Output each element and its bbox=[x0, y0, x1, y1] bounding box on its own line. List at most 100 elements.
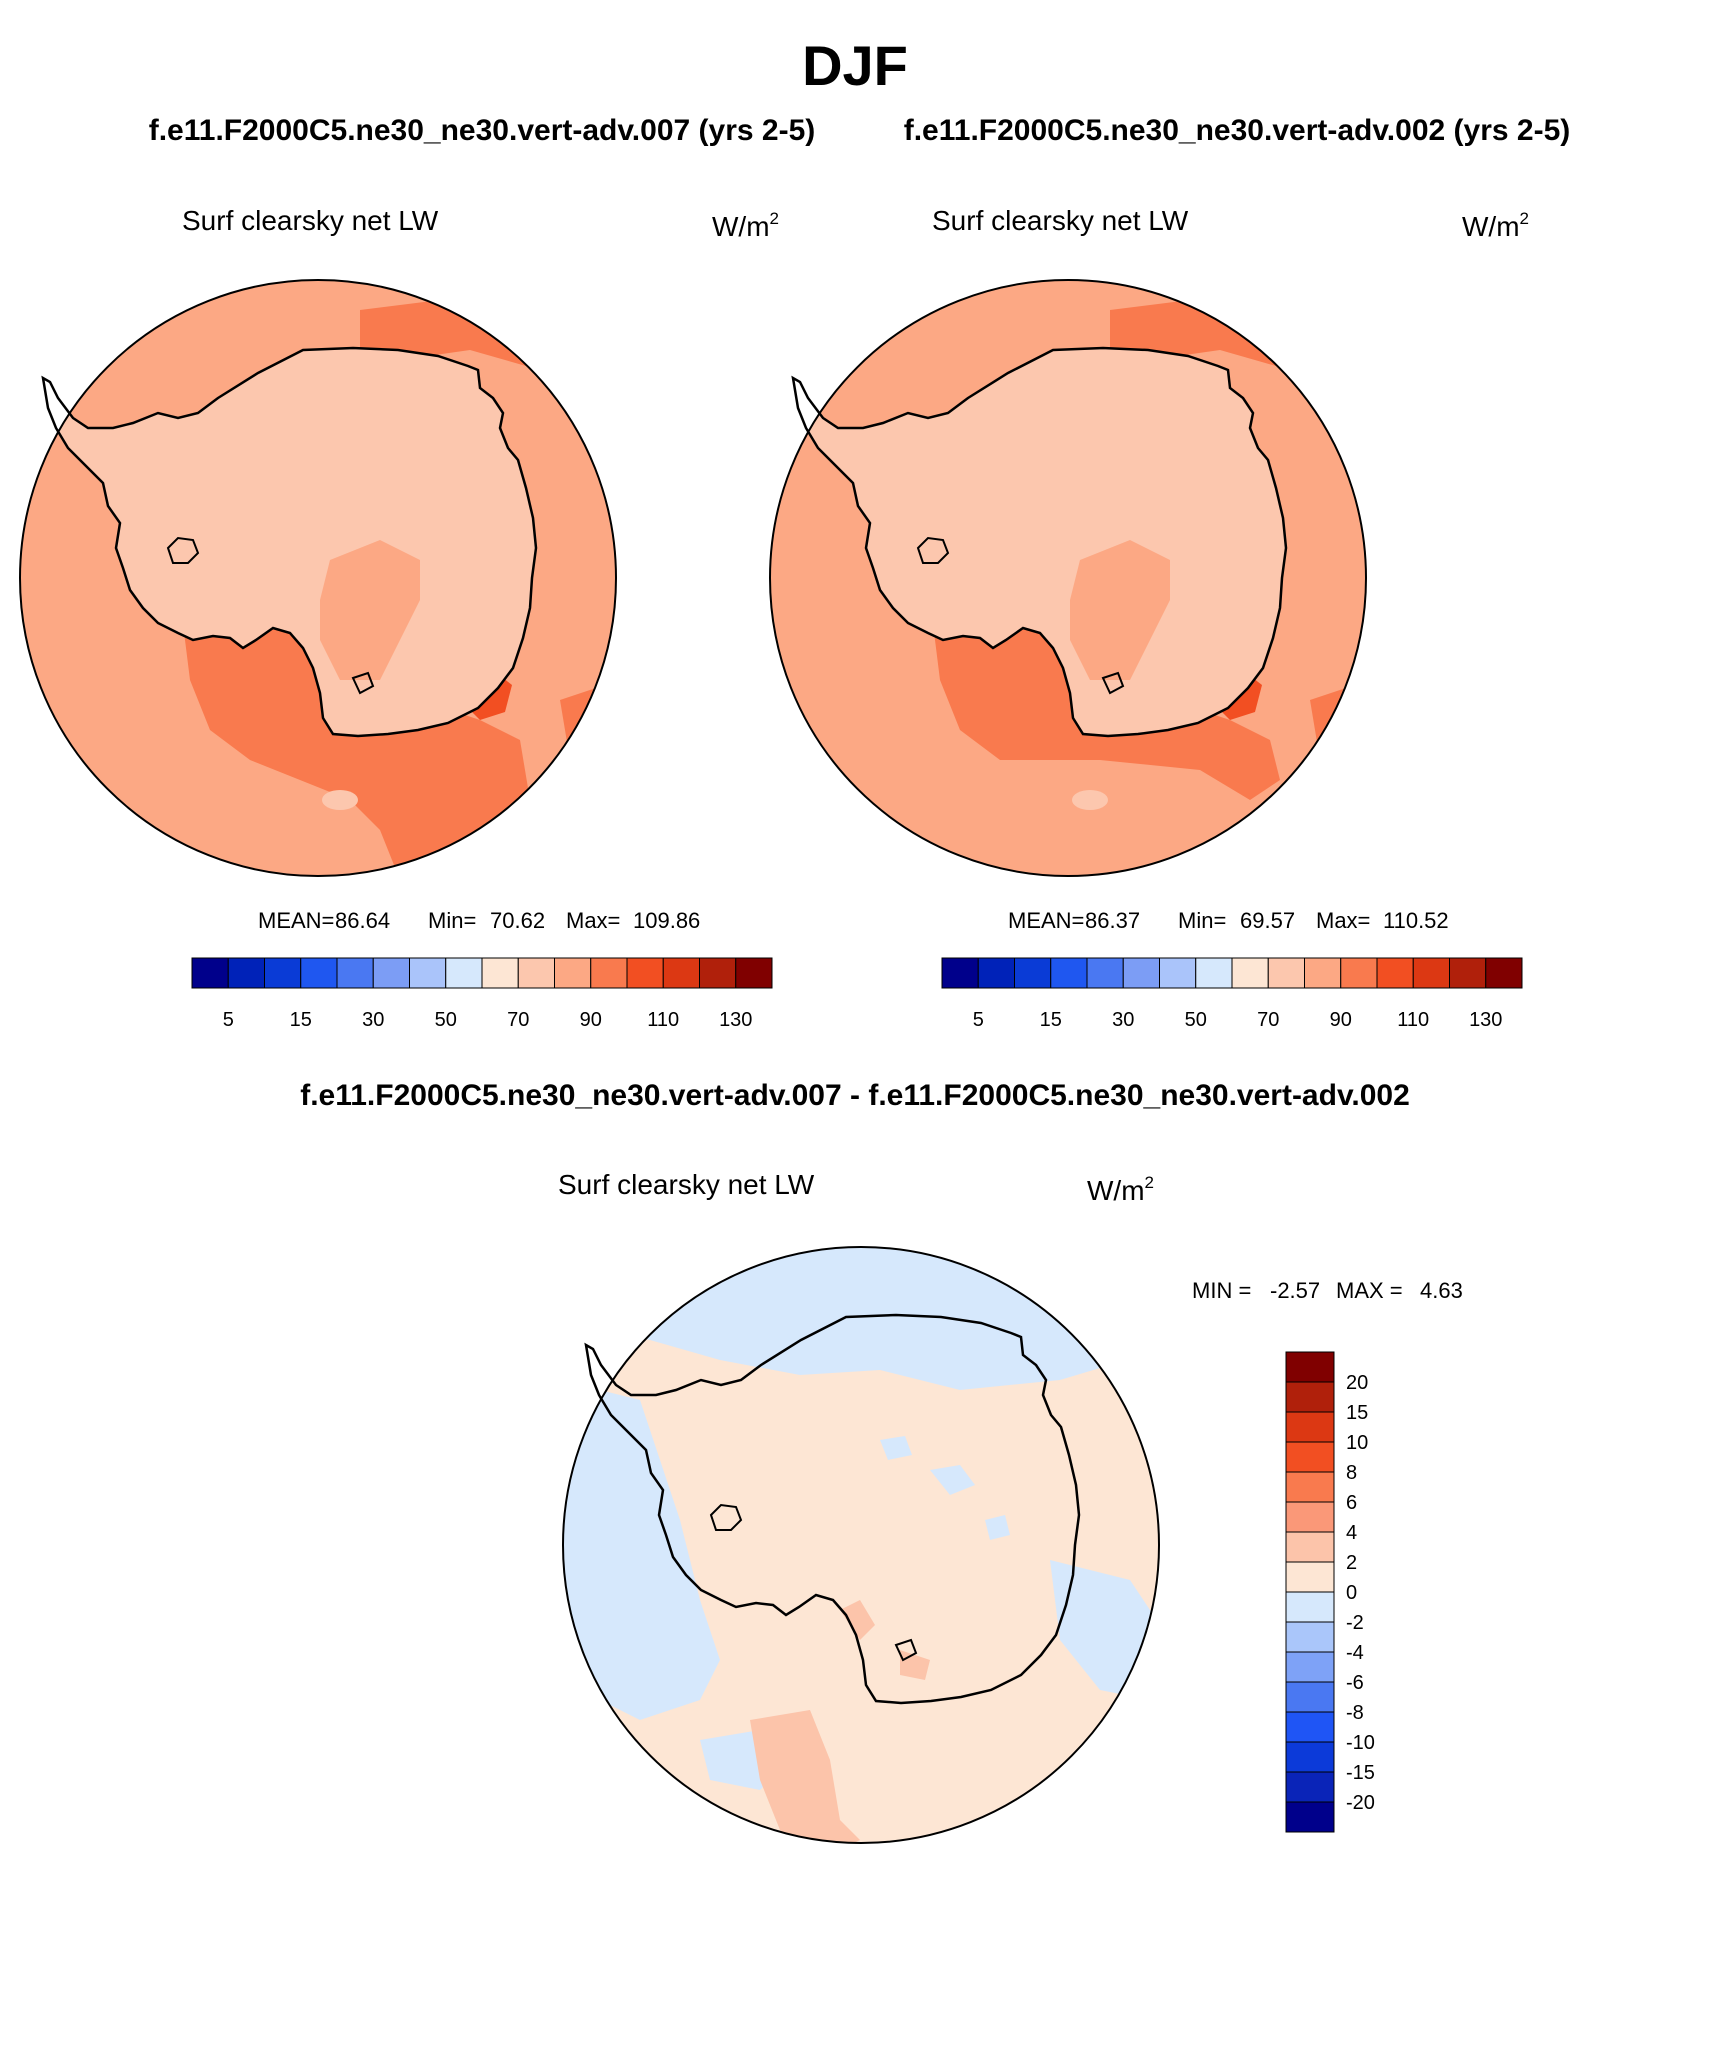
left-max-value: 109.86 bbox=[633, 908, 700, 933]
left-min-label: Min= bbox=[428, 908, 476, 933]
left-map-border bbox=[19, 279, 617, 877]
left-colorbar-tick-label: 70 bbox=[507, 1009, 529, 1031]
right-colorbar-box bbox=[1376, 957, 1414, 989]
right-colorbar-tick-label: 110 bbox=[1397, 1009, 1429, 1031]
diff-colorbar-tick-label: 6 bbox=[1346, 1492, 1357, 1514]
left-variable-label: Surf clearsky net LW bbox=[182, 205, 439, 236]
right-colorbar-tick-label: 50 bbox=[1185, 1009, 1207, 1031]
right-units-label: W/m2 bbox=[1462, 209, 1529, 242]
diff-colorbar-tick-label: 0 bbox=[1346, 1582, 1357, 1604]
diff-map-border bbox=[562, 1246, 1160, 1844]
diff-colorbar-tick-label: 4 bbox=[1346, 1522, 1357, 1544]
right-colorbar-box bbox=[1122, 957, 1160, 989]
left-colorbar-box bbox=[445, 957, 483, 989]
left-colorbar-box bbox=[517, 957, 555, 989]
diff-max-value: 4.63 bbox=[1420, 1278, 1463, 1303]
right-colorbar-box bbox=[1159, 957, 1197, 989]
diff-stats: MIN = -2.57 MAX = 4.63 bbox=[1192, 1278, 1463, 1303]
left-colorbar-tick-label: 5 bbox=[223, 1009, 234, 1031]
diff-colorbar-tick-label: 2 bbox=[1346, 1552, 1357, 1574]
right-colorbar-box bbox=[1412, 957, 1450, 989]
diff-colorbar-tick-label: -20 bbox=[1346, 1792, 1375, 1814]
right-colorbar-box bbox=[941, 957, 979, 989]
diff-colorbar-box bbox=[1285, 1351, 1335, 1383]
diff-polar-map bbox=[563, 1247, 1159, 1843]
diff-colorbar-tick-label: 20 bbox=[1346, 1372, 1368, 1394]
left-max-label: Max= bbox=[566, 908, 620, 933]
right-colorbar-box bbox=[1050, 957, 1088, 989]
left-colorbar-box bbox=[662, 957, 700, 989]
right-map-border bbox=[769, 279, 1367, 877]
right-colorbar-tick-label: 130 bbox=[1469, 1009, 1502, 1031]
diff-colorbar-tick-label: 15 bbox=[1346, 1402, 1368, 1424]
panel-left: Surf clearsky net LW W/m2 MEAN= 86.64 Mi… bbox=[19, 205, 779, 1031]
diff-min-value: -2.57 bbox=[1270, 1278, 1320, 1303]
diff-colorbar-tick-label: -15 bbox=[1346, 1762, 1375, 1784]
right-min-label: Min= bbox=[1178, 908, 1226, 933]
right-max-value: 110.52 bbox=[1383, 908, 1449, 933]
right-colorbar-box bbox=[1086, 957, 1124, 989]
right-colorbar-box bbox=[1449, 957, 1487, 989]
diff-colorbar-box bbox=[1285, 1711, 1335, 1743]
right-colorbar: 5 15 30 50 70 90 110 130 bbox=[941, 957, 1523, 1031]
diff-colorbar-tick-label: 10 bbox=[1346, 1432, 1368, 1454]
diff-colorbar-box bbox=[1285, 1471, 1335, 1503]
right-colorbar-tick-label: 30 bbox=[1112, 1009, 1134, 1031]
left-colorbar-tick-label: 50 bbox=[435, 1009, 457, 1031]
diff-units-label: W/m2 bbox=[1087, 1173, 1154, 1206]
right-colorbar-box bbox=[1231, 957, 1269, 989]
left-colorbar-tick-label: 90 bbox=[580, 1009, 602, 1031]
diff-colorbar-tick-label: -4 bbox=[1346, 1642, 1364, 1664]
right-colorbar-tick-label: 90 bbox=[1330, 1009, 1352, 1031]
left-colorbar-box bbox=[626, 957, 664, 989]
left-colorbar-tick-label: 130 bbox=[719, 1009, 752, 1031]
diff-colorbar-box bbox=[1285, 1441, 1335, 1473]
diff-variable-label: Surf clearsky net LW bbox=[558, 1169, 815, 1200]
right-colorbar-box bbox=[977, 957, 1015, 989]
left-mean-label: MEAN= bbox=[258, 908, 334, 933]
right-colorbar-tick-label: 5 bbox=[973, 1009, 984, 1031]
left-stats: MEAN= 86.64 Min= 70.62 Max= 109.86 bbox=[258, 908, 700, 933]
left-colorbar: 5 15 30 50 70 90 110 130 bbox=[191, 957, 773, 1031]
left-mean-value: 86.64 bbox=[335, 908, 390, 933]
right-stats: MEAN= 86.37 Min= 69.57 Max= 110.52 bbox=[1008, 908, 1449, 933]
left-colorbar-box bbox=[300, 957, 338, 989]
right-colorbar-box bbox=[1014, 957, 1052, 989]
left-colorbar-box bbox=[372, 957, 410, 989]
diff-colorbar-tick-label: -2 bbox=[1346, 1612, 1364, 1634]
left-colorbar-box bbox=[481, 957, 519, 989]
panel-right: Surf clearsky net LW W/m2 MEAN= 86.37 Mi… bbox=[769, 205, 1529, 1031]
right-min-value: 69.57 bbox=[1240, 908, 1295, 933]
diff-colorbar-box bbox=[1285, 1621, 1335, 1653]
diff-colorbar-box bbox=[1285, 1741, 1335, 1773]
diff-colorbar-box bbox=[1285, 1561, 1335, 1593]
right-mean-value: 86.37 bbox=[1085, 908, 1140, 933]
panel-diff: f.e11.F2000C5.ne30_ne30.vert-adv.007 - f… bbox=[300, 1079, 1463, 1844]
left-colorbar-box bbox=[554, 957, 592, 989]
left-colorbar-box bbox=[336, 957, 374, 989]
right-colorbar-box bbox=[1485, 957, 1523, 989]
diff-colorbar-box bbox=[1285, 1531, 1335, 1563]
left-colorbar-tick-label: 15 bbox=[290, 1009, 312, 1031]
diff-colorbar-box bbox=[1285, 1411, 1335, 1443]
left-min-value: 70.62 bbox=[490, 908, 545, 933]
diff-colorbar-box bbox=[1285, 1771, 1335, 1803]
left-colorbar-box bbox=[699, 957, 737, 989]
left-polar-map bbox=[20, 280, 616, 876]
figure-title: DJF bbox=[802, 34, 908, 97]
diff-colorbar-box bbox=[1285, 1381, 1335, 1413]
diff-colorbar-box bbox=[1285, 1501, 1335, 1533]
left-colorbar-box bbox=[409, 957, 447, 989]
left-units-label: W/m2 bbox=[712, 209, 779, 242]
right-colorbar-tick-label: 70 bbox=[1257, 1009, 1279, 1031]
diff-colorbar-box bbox=[1285, 1801, 1335, 1833]
left-colorbar-box bbox=[191, 957, 229, 989]
diff-title: f.e11.F2000C5.ne30_ne30.vert-adv.007 - f… bbox=[300, 1079, 1410, 1112]
case-right-title: f.e11.F2000C5.ne30_ne30.vert-adv.002 (yr… bbox=[904, 114, 1571, 147]
diff-min-label: MIN = bbox=[1192, 1278, 1251, 1303]
diff-colorbar-tick-label: 8 bbox=[1346, 1462, 1357, 1484]
left-colorbar-box bbox=[590, 957, 628, 989]
right-colorbar-box bbox=[1267, 957, 1305, 989]
